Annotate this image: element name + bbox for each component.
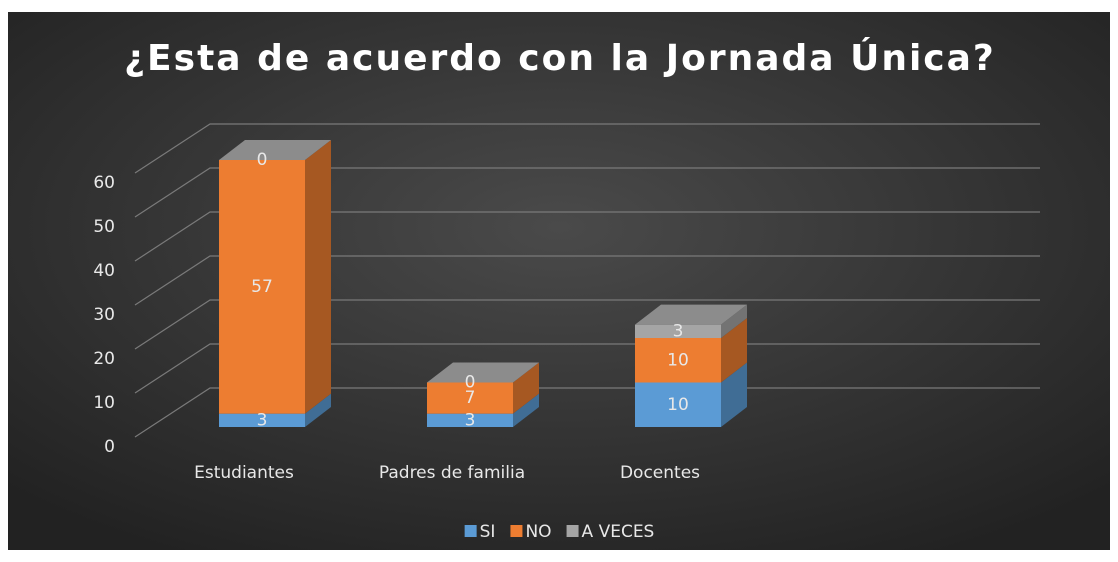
legend-swatch [566,525,579,537]
bar-segment [635,382,721,427]
bar-segment [635,338,721,383]
data-label: 3 [673,321,684,341]
grid-line [134,299,1040,350]
x-tick-label: Docentes [620,463,700,483]
legend-label: SI [480,522,496,542]
grid-line [134,167,1040,218]
legend-label: NO [525,522,551,542]
bar-side [513,393,539,427]
y-tick-label: 20 [93,349,115,369]
legend-swatch [510,525,523,537]
grid-line [134,387,1040,438]
data-label: 3 [465,410,476,430]
bar-side [721,318,747,383]
data-label: 10 [667,395,689,415]
y-tick-label: 0 [104,437,115,457]
data-label: 10 [667,350,689,370]
bar-side [305,393,331,427]
x-tick-label: Estudiantes [194,463,294,483]
grid-line [134,211,1040,262]
legend-label: A VECES [582,522,655,542]
bar-top [219,140,331,160]
grid-line [134,343,1040,394]
bar-side [513,362,539,414]
bar-segment [635,324,721,338]
data-label: 3 [257,410,268,430]
grid-line [134,123,1040,174]
bar-side [721,362,747,427]
bar-segment [219,160,305,414]
data-label: 57 [251,277,273,297]
y-tick-label: 30 [93,305,115,325]
x-tick-label: Padres de familia [379,463,525,483]
data-label: 7 [465,388,476,408]
chart-title: ¿Esta de acuerdo con la Jornada Única? [124,37,996,79]
bar-segment [427,382,513,414]
bar-side [721,304,747,338]
y-tick-label: 50 [93,217,115,237]
legend: SI NO A VECES [464,522,655,542]
bar-top [427,362,539,383]
bar-top [635,304,747,325]
y-tick-label: 10 [93,393,115,413]
data-label: 0 [465,373,476,393]
chart-background [8,12,1110,550]
grid-line [134,255,1040,306]
bar-side [305,140,331,414]
y-tick-label: 60 [93,173,115,193]
bar-segment [219,413,305,427]
y-tick-label: 40 [93,261,115,281]
data-label: 0 [257,150,268,170]
bar-segment [427,413,513,427]
legend-swatch [464,525,477,537]
